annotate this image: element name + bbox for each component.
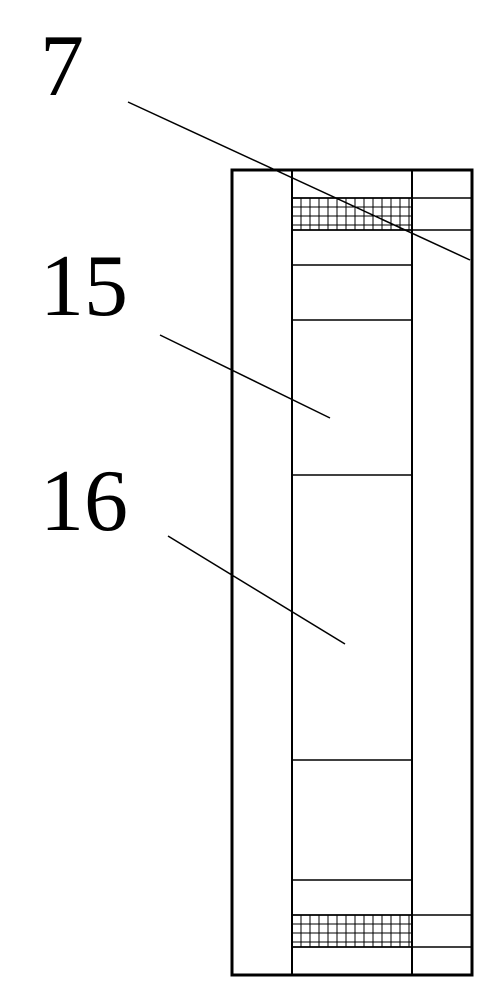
label-15: 15 xyxy=(40,238,128,335)
label-16: 16 xyxy=(40,453,128,550)
leader-16-lead xyxy=(168,536,345,644)
leader-15-lead xyxy=(160,335,330,418)
label-7: 7 xyxy=(40,18,84,115)
leader-7-lead xyxy=(128,102,470,260)
hatch-bottom xyxy=(292,915,412,947)
outer-shell xyxy=(232,170,472,975)
column-assembly xyxy=(232,170,472,975)
